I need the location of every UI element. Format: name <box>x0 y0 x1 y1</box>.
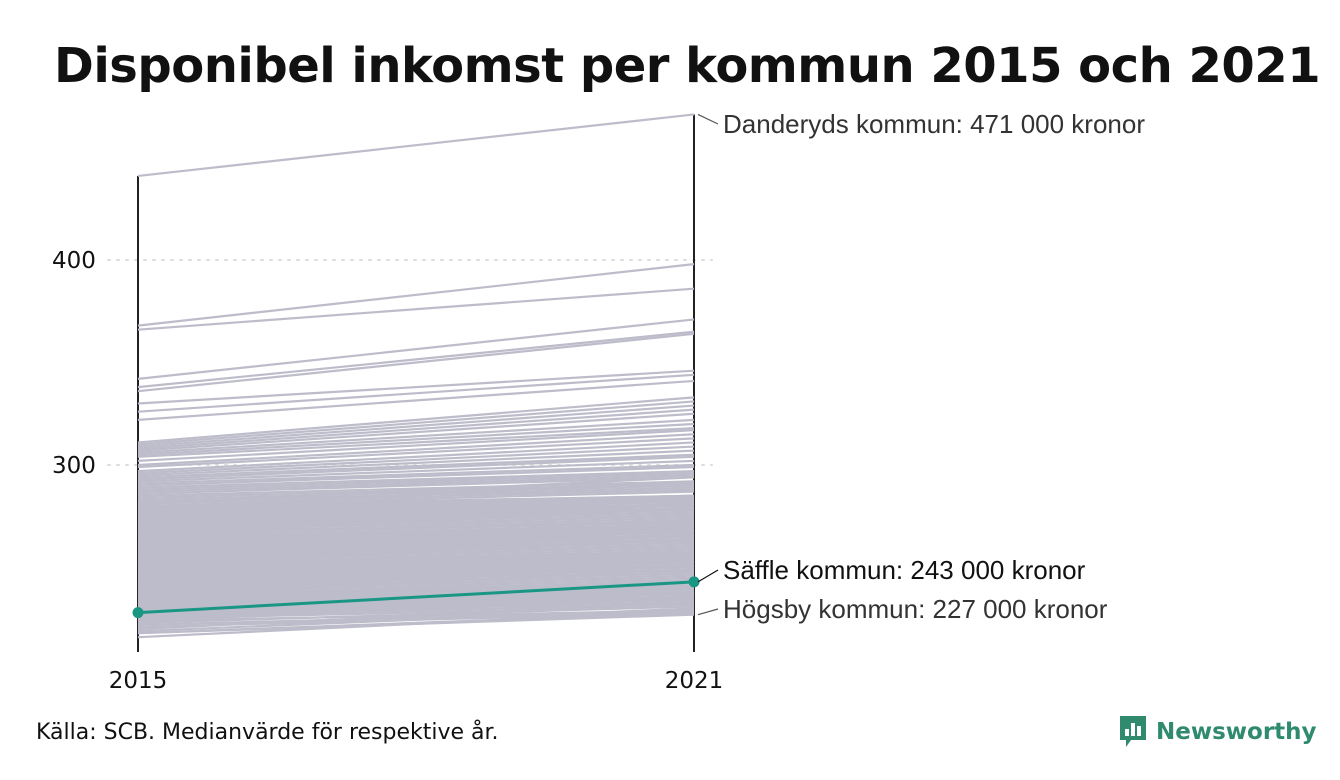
municipality-line <box>137 400 695 446</box>
municipality-line <box>137 484 695 501</box>
municipality-line <box>137 287 695 331</box>
callout-layer: Danderyds kommun: 471 000 kronor Säffle k… <box>132 109 1145 635</box>
callout-label: Säffle kommun: 243 000 kronor <box>723 555 1086 585</box>
chart-title: Disponibel inkomst per kommun 2015 och 2… <box>54 38 1321 94</box>
municipality-line <box>137 533 695 553</box>
line-högsby-kommun <box>137 613 695 635</box>
background-lines <box>137 263 695 639</box>
municipality-line <box>137 609 695 622</box>
municipality-line <box>137 429 695 462</box>
municipality-line <box>137 330 695 389</box>
municipality-line <box>137 470 695 489</box>
x-tick-label: 2021 <box>665 668 724 694</box>
municipality-line <box>137 459 695 483</box>
municipality-line <box>137 404 695 448</box>
municipality-line <box>137 396 695 444</box>
x-axis-labels: 2015 2021 <box>109 668 724 694</box>
municipality-line <box>137 433 695 467</box>
municipality-line <box>137 369 695 405</box>
callout-label: Högsby kommun: 227 000 kronor <box>723 594 1108 624</box>
municipality-line <box>137 595 695 618</box>
municipality-line <box>137 465 695 487</box>
municipality-line <box>137 373 695 413</box>
municipality-line <box>137 453 695 479</box>
callout-leader <box>697 113 719 125</box>
municipality-line <box>137 529 695 542</box>
municipality-line <box>137 476 695 506</box>
municipality-line <box>137 498 695 512</box>
municipality-line <box>137 437 695 469</box>
municipality-line <box>137 412 695 452</box>
municipality-line <box>137 480 695 510</box>
slope-chart: 300 400 Danderyds kommun: 471 000 kronor S… <box>52 109 1145 694</box>
municipality-line <box>137 427 695 458</box>
municipality-line <box>137 502 695 520</box>
municipality-line <box>137 556 695 569</box>
point-2021 <box>688 576 700 588</box>
municipality-line <box>137 418 695 454</box>
municipality-line <box>137 564 695 585</box>
municipality-line <box>137 537 695 563</box>
municipality-line <box>137 449 695 477</box>
y-axis-ticks: 300 400 <box>52 248 96 479</box>
municipality-line <box>137 445 695 475</box>
municipality-line <box>137 263 695 327</box>
line-säffle-kommun <box>137 580 695 615</box>
x-tick-label: 2015 <box>109 668 168 694</box>
municipality-line <box>137 476 695 495</box>
municipality-line <box>137 568 695 596</box>
callout-leader <box>697 569 719 583</box>
municipality-line <box>137 560 695 575</box>
municipality-line <box>137 463 695 485</box>
source-note: Källa: SCB. Medianvärde för respektive å… <box>36 720 499 745</box>
municipality-line <box>137 480 695 497</box>
municipality-line <box>137 408 695 450</box>
callout-leader <box>697 608 719 616</box>
municipality-line <box>137 586 695 600</box>
newsworthy-logo-icon <box>1120 716 1146 747</box>
y-tick-label: 300 <box>52 453 96 479</box>
municipality-line <box>137 332 695 393</box>
municipality-line <box>137 488 695 506</box>
y-tick-label: 400 <box>52 248 96 274</box>
municipality-line <box>137 441 695 473</box>
brand-name: Newsworthy <box>1156 719 1317 745</box>
municipality-line <box>137 318 695 380</box>
municipality-line <box>137 379 695 421</box>
brand-logo: Newsworthy <box>1118 714 1317 750</box>
municipality-line <box>137 506 695 530</box>
line-danderyds-kommun <box>137 113 695 178</box>
municipality-line <box>137 422 695 456</box>
municipality-line <box>137 472 695 491</box>
municipality-line <box>137 525 695 538</box>
callout-label: Danderyds kommun: 471 000 kronor <box>723 109 1145 139</box>
municipality-line <box>137 455 695 481</box>
municipality-line <box>137 474 695 493</box>
point-2015 <box>132 607 144 619</box>
